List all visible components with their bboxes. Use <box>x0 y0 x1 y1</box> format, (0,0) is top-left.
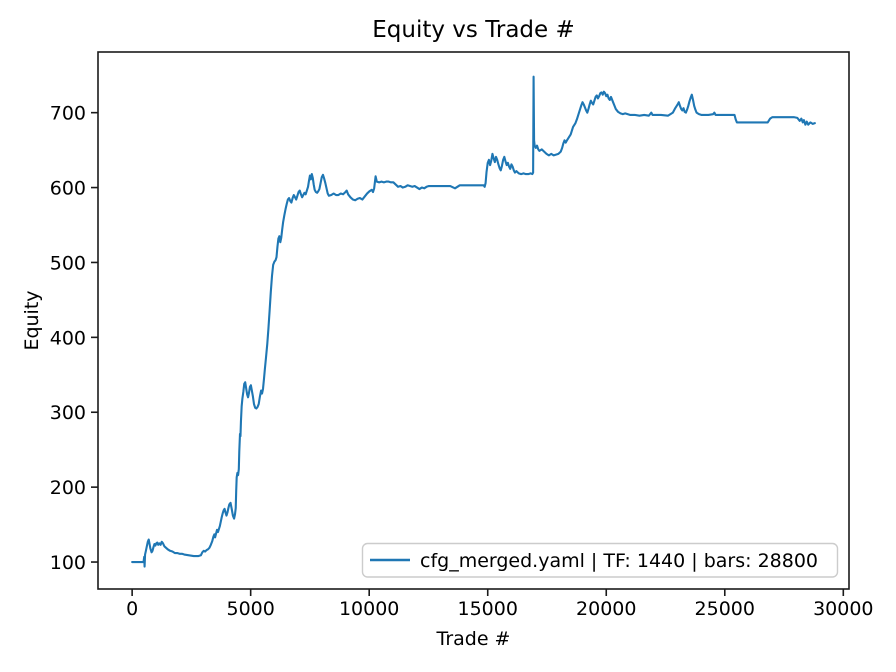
x-tick-label: 0 <box>126 598 138 620</box>
plot-area <box>98 52 849 589</box>
x-tick-label: 30000 <box>813 598 873 620</box>
axes-spines <box>97 51 850 590</box>
y-tick-label: 300 <box>50 402 86 424</box>
legend-box <box>361 542 839 578</box>
y-tick-label: 500 <box>50 252 86 274</box>
x-tick-label: 10000 <box>339 598 399 620</box>
y-tick-label: 200 <box>50 477 86 499</box>
y-tick-label: 600 <box>50 178 86 200</box>
x-tick-label: 5000 <box>226 598 274 620</box>
y-axis-ticks: 100 200 300 400 500 600 700 <box>50 103 98 574</box>
chart-title: Equity vs Trade # <box>372 17 575 43</box>
equity-line-series <box>131 75 816 568</box>
y-axis-label: Equity <box>21 290 43 350</box>
x-tick-label: 25000 <box>695 598 755 620</box>
x-tick-label: 15000 <box>457 598 517 620</box>
x-axis-label: Trade # <box>436 628 511 650</box>
x-tick-label: 20000 <box>576 598 636 620</box>
legend: cfg_merged.yaml | TF: 1440 | bars: 28800 <box>361 542 839 578</box>
y-tick-label: 700 <box>50 103 86 125</box>
y-tick-label: 100 <box>50 552 86 574</box>
y-tick-label: 400 <box>50 327 86 349</box>
legend-label: cfg_merged.yaml | TF: 1440 | bars: 28800 <box>420 550 818 572</box>
x-axis-ticks: 0 5000 10000 15000 20000 25000 30000 <box>126 589 874 620</box>
